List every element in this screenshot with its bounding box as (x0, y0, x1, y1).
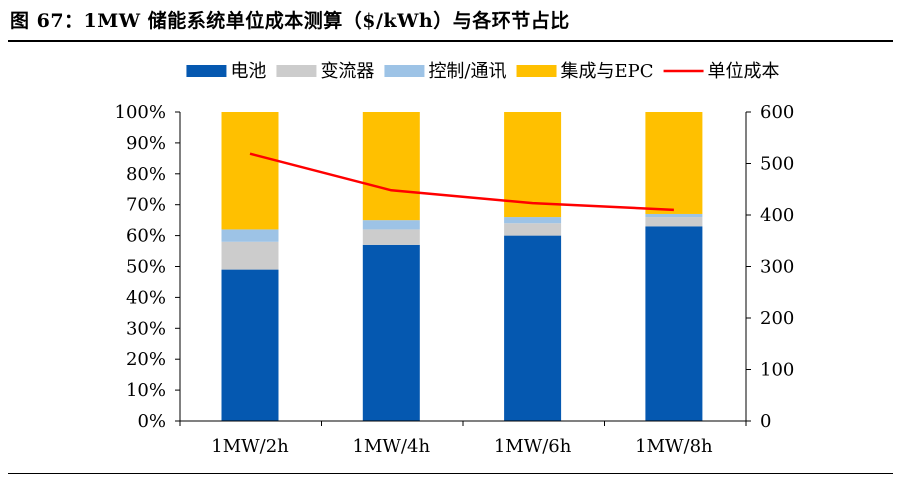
bars (221, 112, 703, 421)
legend-label-series-0: 电池 (230, 61, 266, 82)
bottom-rule (8, 473, 893, 474)
bar-segment-series-1-cat-0 (221, 241, 279, 270)
left-tick-label: 30% (126, 318, 166, 339)
left-tick-label: 50% (126, 257, 166, 278)
legend-label-series-3: 集成与EPC (561, 61, 654, 82)
axes: 0% 10% 20% 30% 40% 50% 60% 70% 80% 90% 100% 0 100 200… (115, 102, 795, 457)
left-tick-label: 0% (137, 411, 166, 432)
bar-segment-series-0-cat-2 (504, 235, 562, 421)
legend-label-series-1: 变流器 (320, 61, 374, 82)
left-tick-label: 10% (126, 380, 166, 401)
cost-line-layer (249, 152, 674, 212)
bar-segment-series-3-cat-1 (362, 112, 420, 221)
bar-segment-series-0-cat-0 (221, 269, 279, 421)
bar-segment-series-1-cat-3 (645, 217, 703, 227)
bar-segment-series-0-cat-1 (362, 244, 420, 421)
left-tick-label: 70% (126, 195, 166, 216)
left-tick-label: 20% (126, 349, 166, 370)
right-tick-label: 500 (760, 154, 794, 175)
x-tick-label: 1MW/8h (635, 436, 713, 457)
left-tick-label: 40% (126, 287, 166, 308)
bar-segment-series-2-cat-0 (221, 229, 279, 242)
left-tick-label: 100% (115, 102, 166, 123)
bar-segment-series-1-cat-2 (504, 223, 562, 236)
legend: 电池 变流器 控制/通讯 集成与EPC 单位成本 (186, 61, 780, 82)
legend-label-series-2: 控制/通讯 (428, 61, 506, 82)
legend-swatch-series-0 (186, 65, 227, 77)
title-rule (8, 40, 893, 42)
cost-line (249, 152, 674, 212)
right-tick-label: 0 (760, 411, 771, 432)
legend-swatch-series-2 (384, 65, 425, 77)
left-tick-label: 60% (126, 226, 166, 247)
legend-label-cost-line: 单位成本 (708, 61, 780, 82)
right-tick-label: 200 (760, 308, 794, 329)
legend-swatch-series-1 (276, 65, 317, 77)
bar-segment-series-2-cat-1 (362, 220, 420, 230)
bar-segment-series-2-cat-2 (504, 217, 562, 224)
left-tick-label: 90% (126, 133, 166, 154)
bar-segment-series-0-cat-3 (645, 226, 703, 421)
legend-swatch-series-3 (516, 65, 557, 77)
right-tick-label: 100 (760, 360, 794, 381)
right-tick-label: 600 (760, 102, 794, 123)
bar-segment-series-3-cat-0 (221, 112, 279, 230)
left-tick-label: 80% (126, 164, 166, 185)
bar-segment-series-3-cat-2 (504, 112, 562, 218)
bar-segment-series-3-cat-3 (645, 112, 703, 214)
bar-segment-series-1-cat-1 (362, 229, 420, 245)
bar-segment-series-2-cat-3 (645, 213, 703, 218)
x-tick-label: 1MW/4h (353, 436, 431, 457)
x-tick-label: 1MW/2h (211, 436, 289, 457)
x-tick-label: 1MW/6h (494, 436, 572, 457)
figure-title: 图 67：1MW 储能系统单位成本测算（$/kWh）与各环节占比 (10, 10, 570, 32)
right-tick-label: 300 (760, 257, 794, 278)
right-tick-label: 400 (760, 205, 794, 226)
